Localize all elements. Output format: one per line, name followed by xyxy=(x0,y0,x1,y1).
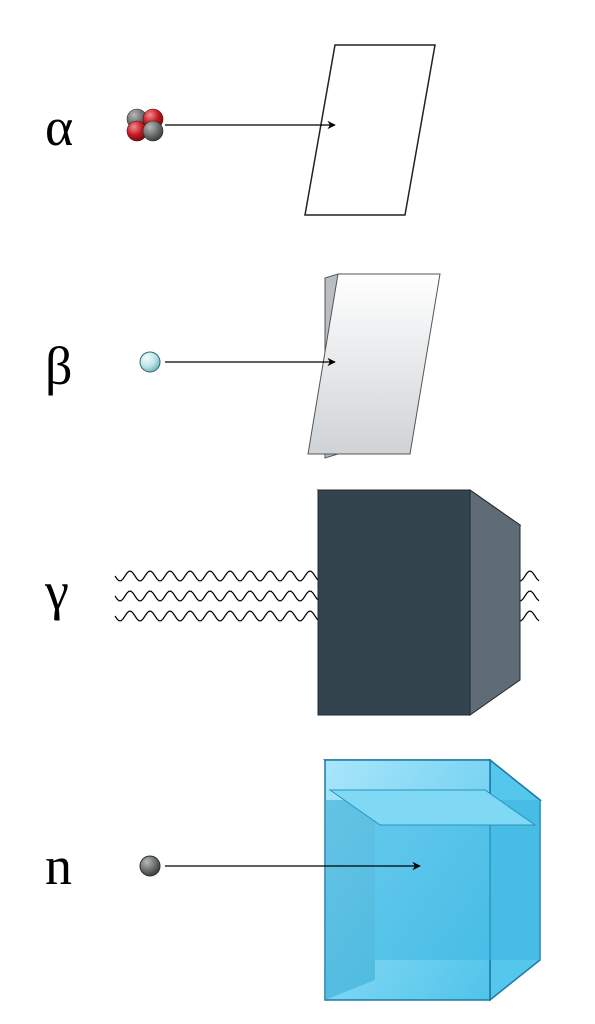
alpha-particle xyxy=(127,109,163,141)
lead-barrier xyxy=(318,490,520,715)
neutron-particle xyxy=(140,856,160,876)
paper-sheet xyxy=(305,45,435,215)
aluminium-barrier xyxy=(308,274,440,458)
water-inner-left xyxy=(325,800,375,1000)
paper-barrier xyxy=(305,45,435,215)
beta-particle xyxy=(140,352,160,372)
water-barrier xyxy=(325,760,540,1000)
lead-front xyxy=(318,490,470,715)
diagram-svg xyxy=(0,0,595,1024)
lead-right xyxy=(470,490,520,715)
